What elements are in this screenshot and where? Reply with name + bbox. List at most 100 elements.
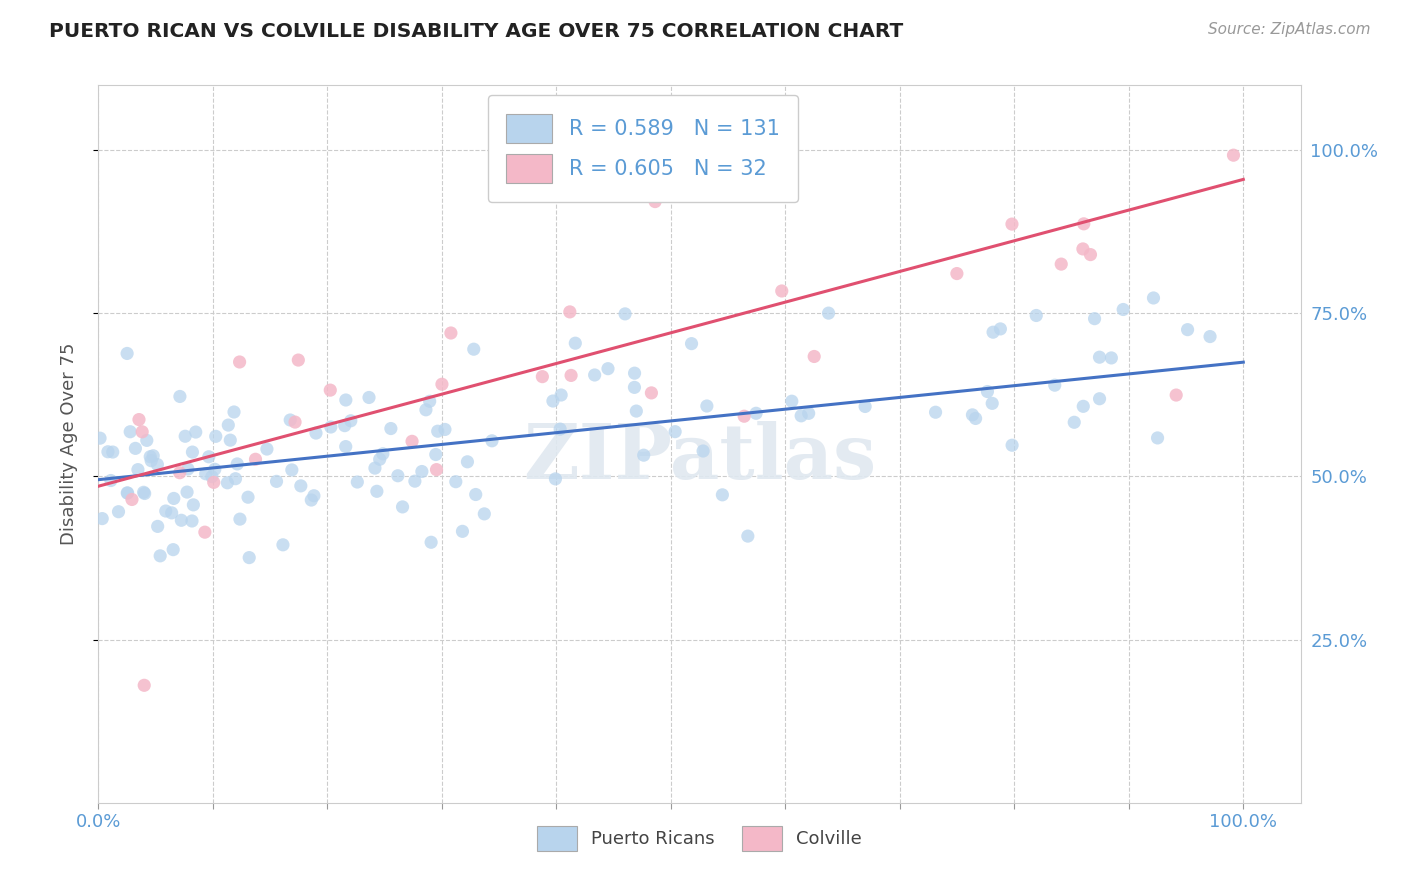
Point [733, 409, 755, 424]
Point [1177, 323, 1199, 337]
Point [319, 420, 342, 434]
Point [335, 392, 357, 407]
Point [198, 450, 221, 464]
Point [1073, 217, 1095, 231]
Point [226, 457, 249, 471]
Point [91, 511, 114, 525]
Point [965, 411, 987, 425]
Point [1146, 431, 1168, 445]
Point [194, 525, 217, 540]
Point [426, 424, 449, 438]
Point [425, 448, 447, 462]
Text: Source: ZipAtlas.com: Source: ZipAtlas.com [1208, 22, 1371, 37]
Point [464, 487, 486, 501]
Point [404, 474, 426, 488]
Point [1083, 311, 1105, 326]
Point [271, 538, 294, 552]
Point [131, 425, 153, 439]
Point [115, 486, 138, 500]
Point [411, 465, 433, 479]
Point [204, 462, 226, 476]
Point [146, 458, 169, 472]
Point [976, 384, 998, 399]
Point [202, 475, 225, 490]
Point [623, 366, 645, 380]
Point [284, 415, 307, 429]
Text: ZIPatlas: ZIPatlas [523, 421, 876, 495]
Point [169, 389, 191, 403]
Point [238, 550, 260, 565]
Point [440, 326, 463, 340]
Point [1080, 247, 1102, 261]
Point [366, 484, 388, 499]
Point [1142, 291, 1164, 305]
Point [219, 433, 242, 447]
Point [132, 485, 155, 500]
Point [346, 475, 368, 489]
Point [681, 336, 703, 351]
Point [121, 492, 143, 507]
Point [333, 418, 356, 433]
Point [583, 368, 606, 382]
Point [1166, 388, 1188, 402]
Point [181, 445, 204, 459]
Y-axis label: Disability Age Over 75: Disability Age Over 75 [59, 343, 77, 545]
Point [1099, 351, 1122, 365]
Point [737, 529, 759, 543]
Point [472, 507, 495, 521]
Point [924, 405, 946, 419]
Point [371, 447, 394, 461]
Point [962, 408, 984, 422]
Point [217, 475, 239, 490]
Point [236, 490, 259, 504]
Point [1112, 302, 1135, 317]
Point [853, 400, 876, 414]
Point [380, 421, 402, 435]
Point [155, 504, 177, 518]
Point [711, 488, 734, 502]
Point [1001, 438, 1024, 452]
Point [357, 391, 380, 405]
Point [177, 462, 200, 476]
Point [626, 404, 648, 418]
Point [633, 448, 655, 462]
Point [224, 472, 246, 486]
Point [430, 377, 453, 392]
Point [97, 444, 120, 458]
Point [117, 486, 139, 500]
Point [790, 409, 813, 423]
Point [89, 431, 111, 445]
Point [692, 444, 714, 458]
Point [623, 380, 645, 394]
Point [644, 194, 666, 209]
Point [797, 406, 820, 420]
Point [160, 506, 183, 520]
Point [100, 474, 122, 488]
Point [101, 445, 124, 459]
Point [134, 486, 156, 500]
Point [256, 442, 278, 456]
Point [169, 466, 191, 480]
Point [135, 434, 157, 448]
Point [146, 519, 169, 533]
Point [305, 426, 328, 441]
Point [780, 394, 803, 409]
Point [149, 549, 172, 563]
Point [134, 678, 156, 692]
Point [387, 468, 409, 483]
Point [1043, 378, 1066, 392]
Point [222, 405, 245, 419]
Point [391, 500, 413, 514]
Legend: Puerto Ricans, Colville: Puerto Ricans, Colville [530, 818, 869, 858]
Point [1088, 392, 1111, 406]
Point [456, 455, 478, 469]
Point [339, 414, 361, 428]
Point [745, 406, 768, 420]
Point [201, 469, 224, 483]
Point [287, 353, 309, 368]
Point [664, 425, 686, 439]
Point [817, 306, 839, 320]
Point [1001, 217, 1024, 231]
Point [184, 425, 207, 439]
Point [444, 475, 467, 489]
